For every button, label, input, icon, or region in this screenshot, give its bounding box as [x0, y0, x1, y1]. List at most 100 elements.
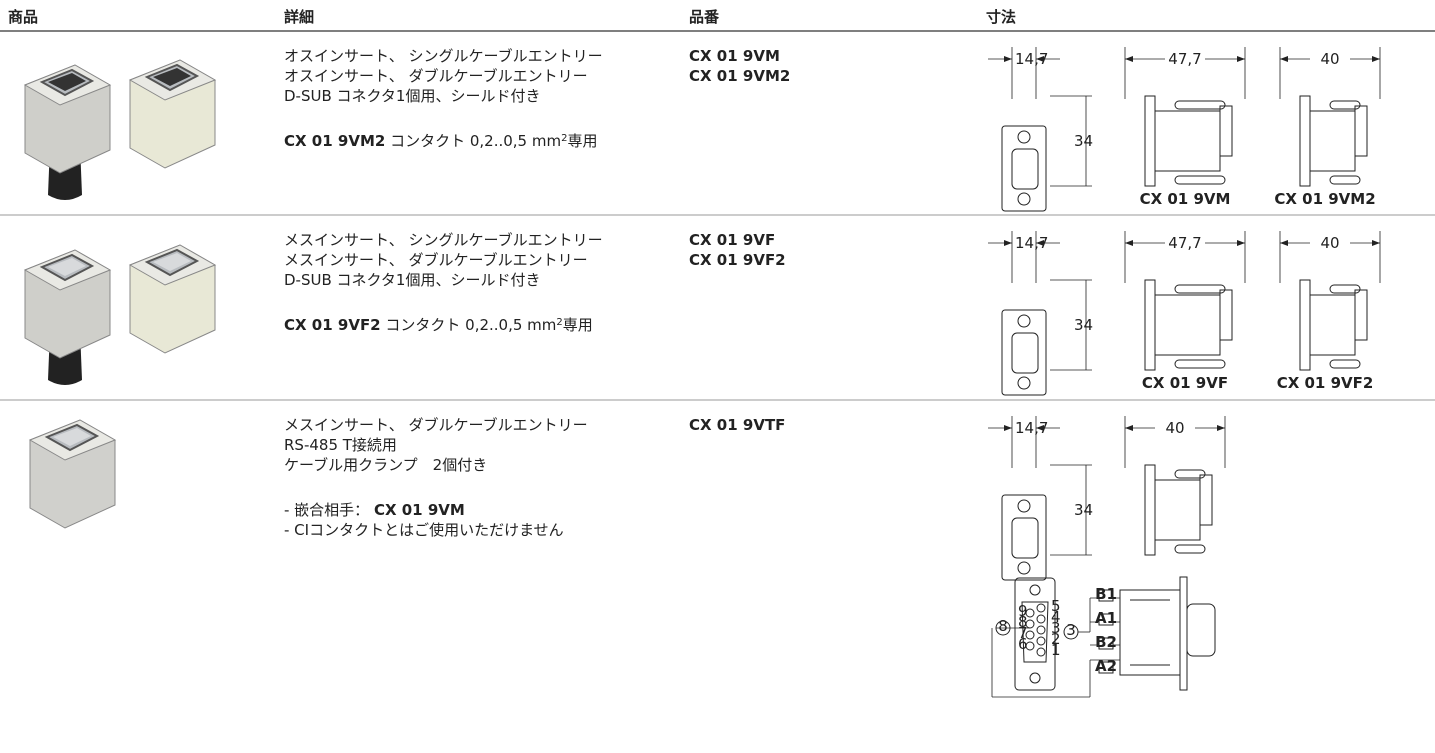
side-screw — [1329, 359, 1361, 369]
wire-tag — [1098, 637, 1114, 650]
side-flange — [1144, 464, 1156, 556]
side-screw — [1174, 544, 1206, 554]
pin — [1036, 603, 1046, 613]
arrow-head — [1004, 425, 1012, 431]
detail-line: CX 01 9VF2 コンタクト 0,2..0,5 mm2専用 — [284, 316, 593, 334]
text-run: RS-485 T接続用 — [284, 436, 397, 454]
detail-line: CX 01 9VM2 コンタクト 0,2..0,5 mm2専用 — [284, 132, 597, 150]
front-body — [1001, 494, 1047, 581]
arrow-head — [1237, 56, 1245, 62]
pin — [1036, 647, 1046, 657]
part-number: CX 01 9VF2 — [689, 251, 786, 269]
dsub-shell — [1021, 601, 1049, 663]
side-latch — [1354, 289, 1368, 341]
dsub-face — [53, 428, 91, 446]
dimension-label: 47,7 — [1168, 50, 1201, 68]
pin-label: 4 — [1051, 608, 1061, 626]
part-number: CX 01 9VTF — [689, 416, 785, 434]
side-latch — [1354, 105, 1368, 157]
dimension-label: 34 — [1074, 132, 1093, 150]
front-screw — [1017, 561, 1031, 575]
plug-knob — [1186, 603, 1216, 657]
wire-tag — [1098, 589, 1114, 602]
text-run: 2 — [556, 317, 562, 328]
front-screw — [1017, 376, 1031, 390]
detail-line: オスインサート、 シングルケーブルエントリー — [284, 47, 603, 65]
side-body — [1154, 110, 1221, 172]
product-image — [23, 249, 112, 385]
text-run: 専用 — [563, 316, 593, 334]
text-run: コンタクト 0,2..0,5 mm — [381, 316, 557, 334]
column-header: 品番 — [689, 8, 720, 26]
text-run: メスインサート、 ダブルケーブルエントリー — [284, 251, 588, 269]
arrow-head — [1125, 425, 1133, 431]
side-screw — [1174, 469, 1206, 479]
view-caption: CX 01 9VF — [1142, 374, 1228, 392]
detail-line: D-SUB コネクタ1個用、シールド付き — [284, 271, 540, 289]
dimension-label: 40 — [1320, 50, 1339, 68]
dsub-face — [153, 253, 191, 271]
pin-label: 8 — [1018, 613, 1028, 631]
side-body — [1154, 479, 1201, 541]
view-caption: CX 01 9VF2 — [1277, 374, 1374, 392]
arrow-head — [1372, 56, 1380, 62]
side-flange — [1299, 95, 1311, 187]
pin — [1036, 614, 1046, 624]
front-body — [1001, 309, 1047, 396]
arrow-head — [1237, 240, 1245, 246]
arrow-head — [1125, 56, 1133, 62]
wire-tag — [1098, 613, 1114, 626]
front-screw — [1017, 314, 1031, 328]
pin — [1036, 625, 1046, 635]
dimension-label: 34 — [1074, 316, 1093, 334]
side-flange — [1144, 95, 1156, 187]
column-header: 寸法 — [986, 8, 1016, 26]
detail-line: メスインサート、 ダブルケーブルエントリー — [284, 416, 588, 434]
front-face — [1011, 517, 1039, 559]
dsub-face — [153, 68, 191, 86]
text-run: CX 01 9VF2 — [284, 316, 381, 334]
detail-line: メスインサート、 ダブルケーブルエントリー — [284, 251, 588, 269]
text-run: オスインサート、 シングルケーブルエントリー — [284, 47, 603, 65]
arrow-head — [1217, 425, 1225, 431]
product-image — [23, 64, 112, 200]
side-screw — [1329, 284, 1361, 294]
text-run: オスインサート、 ダブルケーブルエントリー — [284, 67, 588, 85]
detail-line: - 嵌合相手： CX 01 9VM — [284, 501, 465, 519]
text-run: CX 01 9VM2 — [284, 132, 385, 150]
pin-label: 6 — [1018, 635, 1028, 653]
dimension-label: 40 — [1320, 234, 1339, 252]
arrow-head — [1125, 240, 1133, 246]
arrow-head — [1004, 56, 1012, 62]
side-screw — [1174, 175, 1226, 185]
wire-label: B1 — [1095, 585, 1117, 603]
side-latch — [1219, 105, 1233, 157]
detail-line: メスインサート、 シングルケーブルエントリー — [284, 231, 603, 249]
side-screw — [1174, 100, 1226, 110]
detail-line: RS-485 T接続用 — [284, 436, 397, 454]
text-run: - 嵌合相手： — [284, 501, 374, 519]
front-face — [1011, 148, 1039, 190]
pin-label: 1 — [1051, 641, 1061, 659]
text-run: メスインサート、 ダブルケーブルエントリー — [284, 416, 588, 434]
pin — [1036, 636, 1046, 646]
text-run: メスインサート、 シングルケーブルエントリー — [284, 231, 603, 249]
terminal-label: 3 — [1066, 621, 1076, 639]
side-screw — [1174, 284, 1226, 294]
product-image — [28, 419, 117, 529]
arrow-head — [1280, 240, 1288, 246]
column-header: 詳細 — [284, 8, 314, 26]
dimension-label: 14,7 — [1015, 234, 1048, 252]
dimension-label: 40 — [1165, 419, 1184, 437]
product-image — [128, 59, 217, 169]
plug-plate — [1179, 576, 1188, 691]
part-number: CX 01 9VM — [689, 47, 780, 65]
wire-label: A1 — [1095, 609, 1117, 627]
side-body — [1309, 294, 1356, 356]
mount-hole — [1029, 672, 1041, 684]
view-caption: CX 01 9VM2 — [1274, 190, 1375, 208]
wire-tag — [1098, 661, 1114, 674]
text-run: 専用 — [567, 132, 597, 150]
detail-line: D-SUB コネクタ1個用、シールド付き — [284, 87, 540, 105]
column-header: 商品 — [8, 8, 38, 26]
